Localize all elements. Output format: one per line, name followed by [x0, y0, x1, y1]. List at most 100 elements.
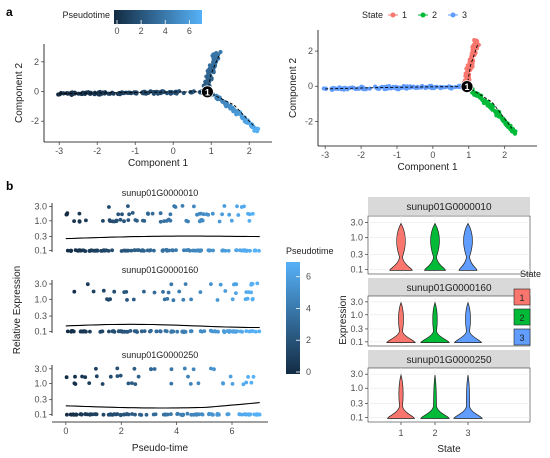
traj-state-cell-point	[469, 51, 474, 56]
traj-pseudotime-y-tick-label: 2	[34, 57, 39, 67]
expression-vs-pseudotime-cell-point	[149, 367, 154, 372]
expression-vs-pseudotime-cell-point	[99, 249, 103, 253]
traj-pseudotime-y-tick-label: -2	[31, 116, 39, 126]
expression-vs-pseudotime-cell-point	[169, 282, 174, 287]
expression-vs-pseudotime-cell-point	[132, 248, 137, 253]
expression-vs-pseudotime-cell-point	[172, 204, 177, 209]
expression-vs-pseudotime-cell-point	[78, 329, 83, 334]
expression-by-state-strip-0	[368, 197, 530, 215]
traj-state-legend-key-1	[390, 12, 396, 18]
expression-vs-pseudotime-cell-point	[230, 329, 235, 334]
expression-vs-pseudotime-cell-point	[180, 413, 185, 418]
traj-pseudotime-cell-point	[80, 91, 85, 97]
expression-vs-pseudotime-cell-point	[169, 367, 174, 372]
expression-vs-pseudotime-facet-title-1: sunup01G0000160	[122, 265, 199, 275]
traj-pseudotime-cell-point	[224, 101, 229, 106]
traj-pseudotime-branch-point	[200, 85, 214, 99]
traj-pseudotime-legend-label: 0	[114, 26, 119, 36]
traj-state-legend-label-2: 2	[432, 10, 437, 20]
expression-vs-pseudotime-cell-point	[127, 212, 131, 217]
expression-by-state-x-tick-label: 3	[465, 428, 470, 438]
expression-vs-pseudotime-cell-point	[139, 329, 144, 334]
expression-by-state-legend-label-1: 1	[519, 293, 524, 303]
expression-vs-pseudotime-cell-point	[101, 219, 105, 223]
traj-state-legend-key-2	[420, 12, 426, 18]
expression-vs-pseudotime-cell-point	[160, 249, 165, 253]
traj-state-backbone-right	[466, 86, 513, 129]
expression-vs-pseudotime-cell-point	[101, 412, 106, 417]
expression-by-state-strip-1	[368, 278, 530, 296]
expression-vs-pseudotime-cell-point	[221, 329, 226, 333]
expression-vs-pseudotime-cell-point	[230, 382, 235, 386]
expression-vs-pseudotime-x-tick-label: 4	[174, 426, 179, 436]
expression-by-state-strip-label-0: sunup01G0000010	[406, 202, 492, 213]
expression-vs-pseudotime-y-tick-label: 0.3	[34, 231, 47, 241]
traj-state-branch-point-label: 1	[464, 82, 469, 92]
expression-vs-pseudotime-facet-title-0: sunup01G0000010	[122, 188, 199, 198]
expression-vs-pseudotime-cell-point	[98, 330, 103, 334]
expression-vs-pseudotime-cell-point	[158, 219, 163, 224]
expression-by-state-y-tick-label: 0.3	[350, 324, 363, 334]
expression-vs-pseudotime-cell-point	[166, 217, 171, 222]
expression-vs-pseudotime-cell-point	[152, 290, 157, 295]
traj-pseudotime-cell-point	[100, 90, 105, 95]
expression-by-state-legend-title: State	[520, 269, 541, 279]
expression-vs-pseudotime-cell-point	[250, 297, 255, 301]
expression-vs-pseudotime-cell-point	[130, 412, 135, 416]
expression-vs-pseudotime-cell-point	[209, 282, 213, 286]
expression-by-state-legend-key-1	[513, 288, 531, 306]
expression-vs-pseudotime-cell-point	[112, 330, 117, 334]
expression-vs-pseudotime-cell-point	[184, 218, 189, 223]
expression-vs-pseudotime-cell-point	[191, 367, 196, 372]
expression-vs-pseudotime-cell-point	[74, 412, 79, 417]
expression-vs-pseudotime-cell-point	[107, 218, 112, 223]
expression-vs-pseudotime-cell-point	[161, 412, 166, 417]
expression-vs-pseudotime-cell-point	[65, 412, 69, 417]
expression-vs-pseudotime-y-axis-title: Relative Expression	[12, 266, 23, 354]
expression-vs-pseudotime-x-axis-title: Pseudo-time	[132, 443, 189, 454]
expression-vs-pseudotime-cell-point	[119, 329, 124, 333]
expression-by-state-legend-label-2: 2	[519, 313, 524, 323]
traj-state-cell-point	[391, 85, 397, 90]
expression-vs-pseudotime-cell-point	[241, 382, 246, 387]
expression-vs-pseudotime-cell-point	[215, 298, 220, 302]
expression-vs-pseudotime-cell-point	[213, 329, 218, 334]
expression-vs-pseudotime-cell-point	[107, 205, 111, 209]
expression-vs-pseudotime-cell-point	[210, 211, 215, 216]
expression-vs-pseudotime-cell-point	[223, 248, 228, 253]
traj-state-backbone-up	[466, 43, 479, 87]
expression-by-state-violin-state-1	[386, 301, 416, 343]
traj-state-cell-point	[466, 74, 471, 79]
expression-vs-pseudotime-y-tick-label: 0.1	[34, 409, 47, 419]
expression-vs-pseudotime-cell-point	[206, 212, 211, 217]
expression-vs-pseudotime-cell-point	[142, 289, 146, 294]
expression-by-state-violin-state-2	[420, 374, 450, 419]
expression-vs-pseudotime-cell-point	[71, 329, 76, 334]
expression-vs-pseudotime-cell-point	[198, 290, 203, 294]
traj-pseudotime-cell-point	[161, 89, 166, 95]
expression-vs-pseudotime-cell-point	[207, 411, 212, 416]
expression-vs-pseudotime-cell-point	[101, 288, 106, 293]
expression-by-state-violin-state-2	[420, 301, 450, 343]
expression-vs-pseudotime-y-tick-label: 1.0	[34, 379, 47, 389]
expression-by-state-violin-state-3	[458, 222, 478, 271]
expression-vs-pseudotime-cell-point	[252, 248, 257, 253]
expression-by-state-violin-state-1	[389, 222, 413, 271]
expression-vs-pseudotime-cell-point	[139, 248, 144, 253]
traj-state-cell-point	[487, 103, 492, 108]
expression-vs-pseudotime-cell-point	[161, 290, 165, 294]
expression-vs-pseudotime-cell-point	[83, 249, 88, 254]
expression-vs-pseudotime-facet-points-0	[64, 204, 261, 254]
traj-state-cell-point	[466, 65, 471, 70]
traj-state-cell-point	[446, 84, 452, 89]
expression-vs-pseudotime-cell-point	[246, 412, 251, 417]
expression-vs-pseudotime-cell-point	[217, 412, 221, 417]
expression-vs-pseudotime-cell-point	[171, 298, 176, 303]
expression-by-state-y-tick-label: 0.1	[350, 264, 363, 274]
expression-vs-pseudotime-y-tick-label: 1.0	[34, 294, 47, 304]
traj-state-y-tick-label: 2	[308, 46, 313, 56]
expression-by-state-y-tick-label: 1.0	[350, 383, 363, 393]
expression-vs-pseudotime-cell-point	[244, 380, 249, 385]
expression-vs-pseudotime-cell-point	[253, 329, 258, 334]
expression-vs-pseudotime-cell-point	[245, 248, 250, 253]
